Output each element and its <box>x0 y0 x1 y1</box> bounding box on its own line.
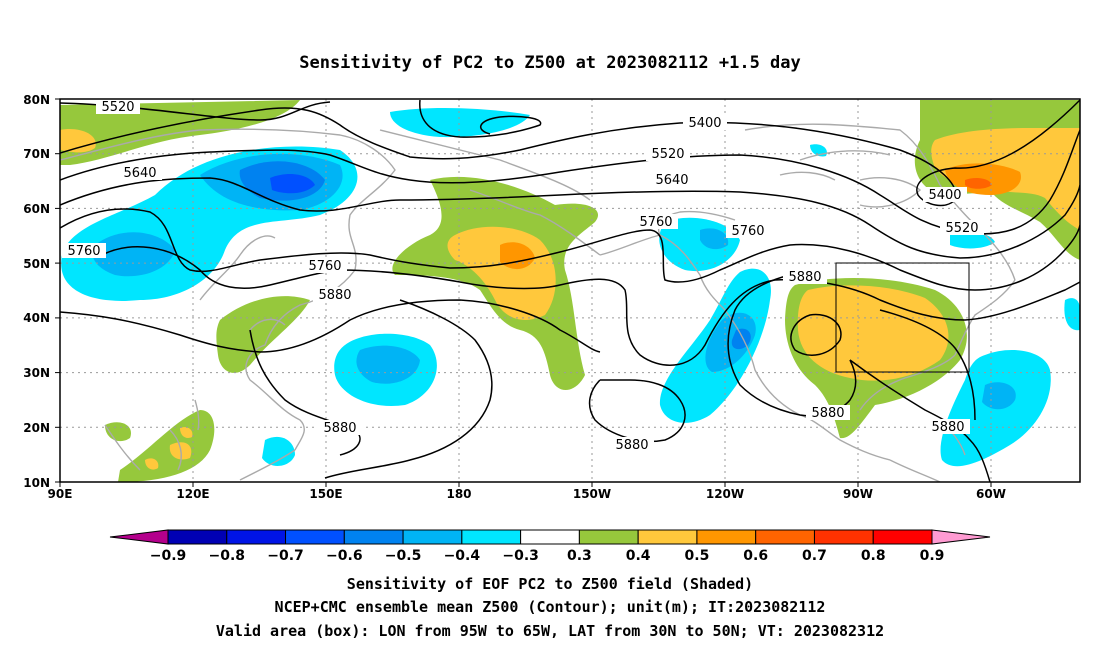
z500-contours <box>60 99 1080 482</box>
contour-label: 5760 <box>308 259 341 274</box>
footer-line-3: Valid area (box): LON from 95W to 65W, L… <box>216 622 884 640</box>
contour-labels: 5520 5400 5520 5640 5640 5760 5760 5760 … <box>62 99 984 453</box>
contour-label: 5640 <box>123 166 156 181</box>
colorbar-under-triangle <box>109 529 169 545</box>
lon-label: 120W <box>706 487 744 501</box>
colorbar: −0.9 −0.8 −0.7 −0.6 −0.5 −0.4 −0.3 0.3 0.4 0.5 0.6… <box>109 529 991 564</box>
contour-label: 5520 <box>101 100 134 115</box>
footer-line-2: NCEP+CMC ensemble mean Z500 (Contour); u… <box>275 598 826 616</box>
contour-label: 5760 <box>67 244 100 259</box>
colorbar-label: −0.7 <box>267 548 304 564</box>
colorbar-swatch <box>167 529 228 545</box>
lat-label: 80N <box>23 93 50 107</box>
lon-label: 150E <box>309 487 342 501</box>
shaded-positive <box>60 100 1080 482</box>
colorbar-label: −0.4 <box>444 548 481 564</box>
contour-label: 5520 <box>651 147 684 162</box>
colorbar-swatch <box>520 529 580 545</box>
contour-label: 5760 <box>731 224 764 239</box>
colorbar-label: −0.9 <box>150 548 187 564</box>
colorbar-label: −0.8 <box>209 548 246 564</box>
valid-area-box <box>835 262 970 373</box>
lon-label: 90E <box>48 487 73 501</box>
lat-label: 50N <box>23 257 50 271</box>
lat-label: 30N <box>23 366 50 380</box>
colorbar-label: 0.8 <box>861 548 886 564</box>
colorbar-label: 0.4 <box>626 548 651 564</box>
colorbar-label: −0.5 <box>385 548 422 564</box>
longitude-labels: 90E 120E 150E 180 150W 120W 90W 60W <box>48 487 1006 501</box>
latitude-labels: 80N 70N 60N 50N 40N 30N 20N 10N <box>23 93 50 490</box>
lat-label: 40N <box>23 311 50 325</box>
colorbar-swatch <box>637 529 698 545</box>
contour-label: 5880 <box>318 288 351 303</box>
colorbar-swatch <box>813 529 874 545</box>
contour-label: 5880 <box>811 406 844 421</box>
colorbar-swatch <box>461 529 522 545</box>
colorbar-swatch <box>226 529 287 545</box>
footer-line-1: Sensitivity of EOF PC2 to Z500 field (Sh… <box>347 575 753 593</box>
coastlines <box>60 123 1016 482</box>
colorbar-label: −0.3 <box>502 548 539 564</box>
colorbar-label: 0.3 <box>567 548 592 564</box>
colorbar-label: 0.7 <box>802 548 827 564</box>
axis-ticks <box>55 98 992 487</box>
contour-label: 5880 <box>323 421 356 436</box>
map-frame <box>59 98 1081 483</box>
colorbar-label: 0.9 <box>920 548 945 564</box>
lon-label: 150W <box>573 487 611 501</box>
lat-label: 70N <box>23 147 50 161</box>
map-grid <box>60 99 1080 482</box>
lat-label: 10N <box>23 476 50 490</box>
colorbar-swatch <box>755 529 815 545</box>
contour-label: 5880 <box>931 420 964 435</box>
colorbar-swatch <box>343 529 404 545</box>
colorbar-swatch <box>696 529 757 545</box>
map-plot-area: 5520 5400 5520 5640 5640 5760 5760 5760 … <box>60 99 1080 482</box>
lon-label: 120E <box>176 487 209 501</box>
contour-label: 5880 <box>788 270 821 285</box>
colorbar-swatch <box>872 529 933 545</box>
contour-label: 5640 <box>655 173 688 188</box>
colorbar-label: −0.6 <box>326 548 363 564</box>
contour-label: 5400 <box>688 116 721 131</box>
contour-label: 5760 <box>639 215 672 230</box>
contour-label: 5520 <box>945 221 978 236</box>
figure-title: Sensitivity of PC2 to Z500 at 2023082112… <box>299 53 801 73</box>
lat-label: 20N <box>23 421 50 435</box>
colorbar-label: 0.5 <box>685 548 710 564</box>
contour-label: 5880 <box>615 438 648 453</box>
lon-label: 180 <box>446 487 471 501</box>
colorbar-swatch <box>285 529 345 545</box>
lon-label: 90W <box>843 487 873 501</box>
colorbar-label: 0.6 <box>743 548 768 564</box>
colorbar-swatch <box>578 529 639 545</box>
colorbar-swatch <box>402 529 463 545</box>
colorbar-over-triangle <box>931 529 991 545</box>
lat-label: 60N <box>23 202 50 216</box>
contour-label: 5400 <box>928 188 961 203</box>
lon-label: 60W <box>976 487 1006 501</box>
